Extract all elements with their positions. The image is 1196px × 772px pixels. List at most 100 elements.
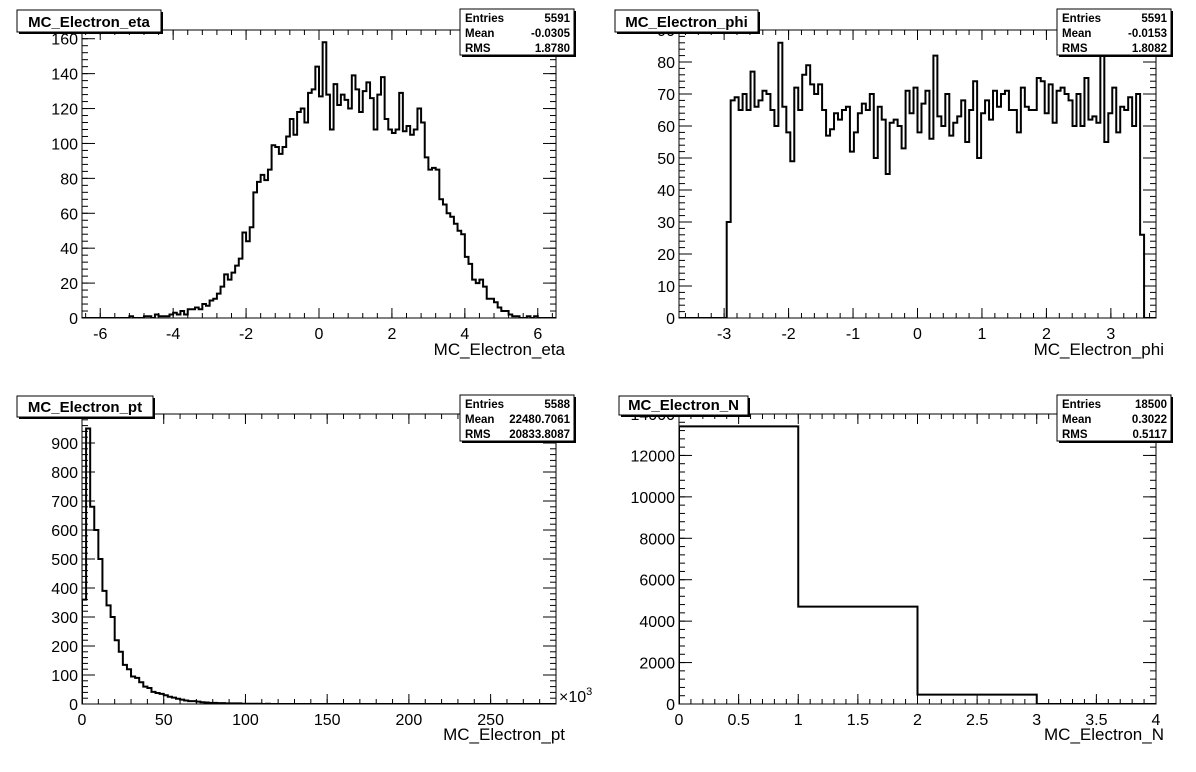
y-tick-label: 60 xyxy=(657,119,675,136)
histogram-pad: -6 -4 -2 0 2 4 6020406080100120140160MC_Electr… xyxy=(16,8,576,359)
histogram-pad: 0 50 100 150 200 250 0 100 200 300 400 500 600 700 800… xyxy=(16,394,592,744)
stats-value: 5588 xyxy=(544,399,570,411)
title-box xyxy=(16,9,162,33)
y-tick-label: 30 xyxy=(657,215,675,232)
plot-frame xyxy=(81,413,557,705)
stats-key: RMS xyxy=(1062,429,1088,441)
stats-box xyxy=(1056,8,1172,56)
x-tick-label: 100 xyxy=(232,712,259,729)
stats-key: Entries xyxy=(465,13,504,25)
x-tick-label: 4 xyxy=(460,326,469,343)
histogram-title: MC_Electron_N xyxy=(628,397,739,414)
histogram-series-line xyxy=(82,427,556,704)
histogram-pad: 0 0.5 1 1.5 2 2.5 3 3.5 4 0 2000 4000 6000 8000 10000 1… xyxy=(618,394,1173,744)
y-tick-label: 120 xyxy=(51,102,78,119)
y-tick-label: 50 xyxy=(657,151,675,168)
x-tick-label: 4 xyxy=(1152,712,1161,729)
x-tick-label: 1 xyxy=(978,326,987,343)
x-tick-label: 0 xyxy=(913,326,922,343)
x-tick-label: 3 xyxy=(1106,326,1115,343)
stats-box xyxy=(459,394,575,442)
y-tick-label: 600 xyxy=(51,523,78,540)
histogram-series-line xyxy=(679,41,1156,318)
title-box xyxy=(618,395,749,416)
x-tick-label: -1 xyxy=(846,326,860,343)
stats-key: RMS xyxy=(465,429,491,441)
stats-value: 22480.7061 xyxy=(509,414,570,426)
x-tick-label: 0.5 xyxy=(728,712,750,729)
y-tick-label: 6000 xyxy=(639,573,675,590)
stats-value: 0.3022 xyxy=(1132,414,1167,426)
y-tick-label: 700 xyxy=(51,494,78,511)
x-tick-label: 150 xyxy=(314,712,341,729)
y-tick-label: 12000 xyxy=(631,448,676,465)
title-box xyxy=(614,9,759,33)
y-tick-label: 40 xyxy=(657,183,675,200)
x-tick-label: 2.5 xyxy=(966,712,988,729)
y-tick-label: 2000 xyxy=(639,656,675,673)
x-axis-title: MC_Electron_N xyxy=(1044,725,1164,744)
x-tick-label: -4 xyxy=(166,326,180,343)
stats-value: 0.5117 xyxy=(1132,429,1167,441)
histogram-title: MC_Electron_pt xyxy=(28,399,142,416)
y-tick-label: 400 xyxy=(51,581,78,598)
x-tick-label: 0 xyxy=(78,712,87,729)
histogram-pad: -3-2-101230102030405060708090MC_Electron… xyxy=(614,8,1173,359)
y-tick-label: 500 xyxy=(51,552,78,569)
y-tick-label: 10000 xyxy=(631,490,676,507)
x-tick-label: 6 xyxy=(533,326,542,343)
title-box xyxy=(16,395,154,418)
x-tick-label: 250 xyxy=(477,712,504,729)
y-tick-label: 10 xyxy=(657,279,675,296)
y-tick-label: 80 xyxy=(657,55,675,72)
y-tick-label: 160 xyxy=(51,32,78,49)
y-tick-label: 140 xyxy=(51,67,78,84)
y-tick-label: 100 xyxy=(51,668,78,685)
x-axis-title: MC_Electron_pt xyxy=(443,725,565,744)
y-tick-label: 40 xyxy=(60,241,78,258)
stats-key: Mean xyxy=(1062,414,1091,426)
histogram-title: MC_Electron_eta xyxy=(28,14,150,31)
stats-key: Mean xyxy=(465,28,494,40)
stats-key: Mean xyxy=(465,414,494,426)
stats-box xyxy=(1056,394,1172,442)
y-tick-label: 100 xyxy=(51,136,78,153)
x-tick-label: 2 xyxy=(387,326,396,343)
y-tick-label: 60 xyxy=(60,206,78,223)
y-tick-label: 20 xyxy=(657,247,675,264)
stats-box xyxy=(459,8,575,56)
x-tick-label: -2 xyxy=(781,326,795,343)
x-tick-label: 0 xyxy=(315,326,324,343)
x-tick-label: 50 xyxy=(155,712,173,729)
y-tick-label: 80 xyxy=(60,171,78,188)
y-tick-label: 0 xyxy=(69,311,78,328)
stats-key: Mean xyxy=(1062,28,1091,40)
stats-key: RMS xyxy=(465,43,491,55)
stats-key: RMS xyxy=(1062,43,1088,55)
histogram-series-line xyxy=(679,425,1156,704)
x-tick-label: -6 xyxy=(93,326,107,343)
stats-value: 1.8082 xyxy=(1132,43,1167,55)
stats-key: Entries xyxy=(1062,13,1101,25)
x-tick-label: 1 xyxy=(794,712,803,729)
x-tick-label: 2 xyxy=(913,712,922,729)
stats-value: 1.8780 xyxy=(535,43,570,55)
stats-value: 20833.8087 xyxy=(509,429,570,441)
y-tick-label: 200 xyxy=(51,639,78,656)
y-tick-label: 300 xyxy=(51,610,78,627)
y-tick-label: 800 xyxy=(51,465,78,482)
y-tick-label: 20 xyxy=(60,276,78,293)
x-axis-title: MC_Electron_eta xyxy=(434,340,566,359)
x-tick-label: 1.5 xyxy=(847,712,869,729)
x-tick-label: 0 xyxy=(675,712,684,729)
histogram-series-line xyxy=(82,41,556,318)
y-tick-label: 0 xyxy=(666,697,675,714)
y-tick-label: 0 xyxy=(69,697,78,714)
x-axis-exponent: ×103 xyxy=(559,686,592,706)
y-tick-label: 900 xyxy=(51,436,78,453)
x-tick-label: -3 xyxy=(717,326,731,343)
stats-value: 5591 xyxy=(544,13,570,25)
y-tick-label: 4000 xyxy=(639,614,675,631)
stats-value: -0.0305 xyxy=(531,28,571,40)
